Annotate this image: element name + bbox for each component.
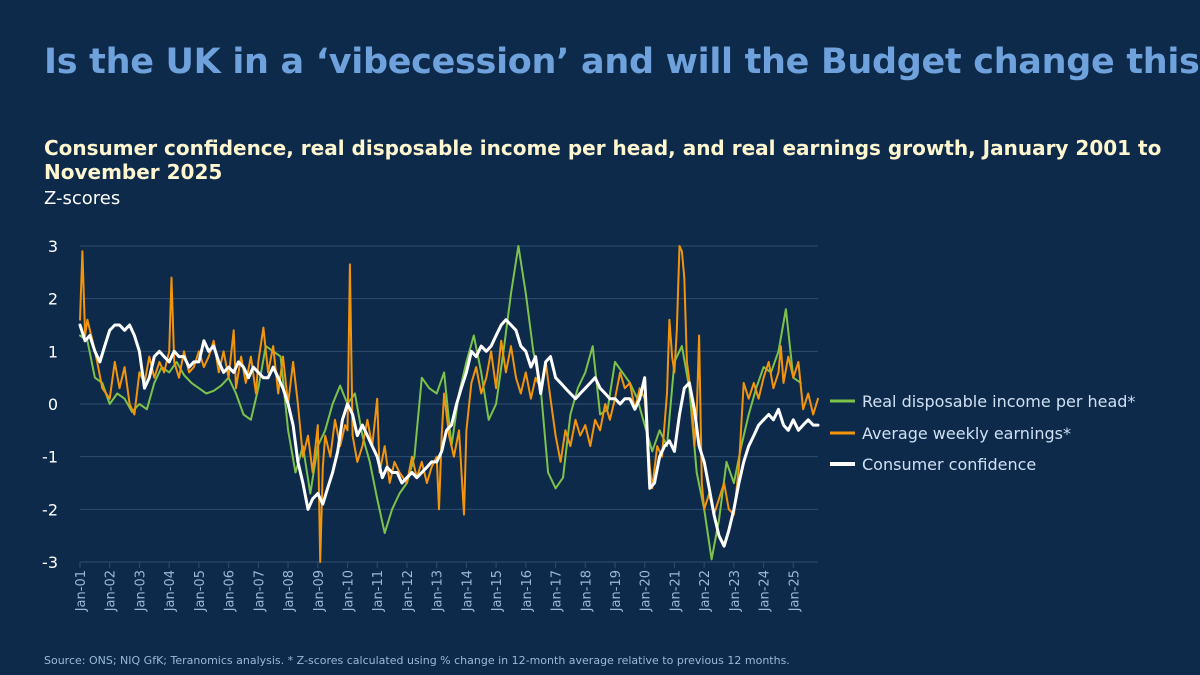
y-tick-label: -2 bbox=[42, 500, 58, 519]
x-tick-label: Jan-25 bbox=[787, 570, 802, 612]
x-tick-label: Jan-13 bbox=[431, 570, 446, 612]
x-tick-label: Jan-19 bbox=[609, 570, 624, 612]
y-tick-label: 2 bbox=[48, 290, 58, 309]
x-tick-label: Jan-07 bbox=[252, 570, 267, 612]
legend-label-rdi: Real disposable income per head* bbox=[862, 392, 1135, 411]
x-tick-label: Jan-10 bbox=[341, 570, 356, 612]
y-tick-label: 1 bbox=[48, 342, 58, 361]
x-tick-label: Jan-12 bbox=[401, 570, 416, 612]
x-tick-label: Jan-22 bbox=[698, 570, 713, 612]
legend-label-awe: Average weekly earnings* bbox=[862, 424, 1071, 443]
x-tick-label: Jan-08 bbox=[282, 570, 297, 612]
chart-subtitle: Consumer confidence, real disposable inc… bbox=[44, 136, 1162, 184]
source-footnote: Source: ONS; NIQ GfK; Teranomics analysi… bbox=[44, 654, 790, 667]
y-tick-label: -1 bbox=[42, 448, 58, 467]
x-tick-label: Jan-15 bbox=[490, 570, 505, 612]
x-tick-label: Jan-24 bbox=[758, 570, 773, 612]
x-tick-label: Jan-18 bbox=[579, 570, 594, 612]
x-tick-label: Jan-14 bbox=[460, 570, 475, 612]
x-tick-label: Jan-11 bbox=[371, 570, 386, 612]
x-tick-label: Jan-21 bbox=[668, 570, 683, 612]
x-tick-label: Jan-02 bbox=[104, 570, 119, 612]
x-tick-label: Jan-09 bbox=[312, 570, 327, 612]
legend-label-cc: Consumer confidence bbox=[862, 455, 1036, 474]
series-line-awe bbox=[79, 245, 819, 563]
x-tick-label: Jan-06 bbox=[223, 570, 238, 612]
page-headline: Is the UK in a ‘vibecession’ and will th… bbox=[44, 42, 1200, 82]
y-tick-label: -3 bbox=[42, 553, 58, 572]
y-axis-unit-label: Z-scores bbox=[44, 188, 121, 209]
y-tick-label: 0 bbox=[48, 395, 58, 414]
x-tick-label: Jan-20 bbox=[639, 570, 654, 612]
x-tick-label: Jan-16 bbox=[520, 570, 535, 612]
series-line-rdi bbox=[79, 245, 802, 561]
x-tick-label: Jan-23 bbox=[728, 570, 743, 612]
x-tick-label: Jan-04 bbox=[163, 570, 178, 612]
x-tick-label: Jan-17 bbox=[550, 570, 565, 612]
x-tick-label: Jan-01 bbox=[74, 570, 89, 612]
x-tick-label: Jan-05 bbox=[193, 570, 208, 612]
x-tick-label: Jan-03 bbox=[133, 570, 148, 612]
y-tick-label: 3 bbox=[48, 237, 58, 256]
series-line-cc bbox=[78, 318, 820, 548]
